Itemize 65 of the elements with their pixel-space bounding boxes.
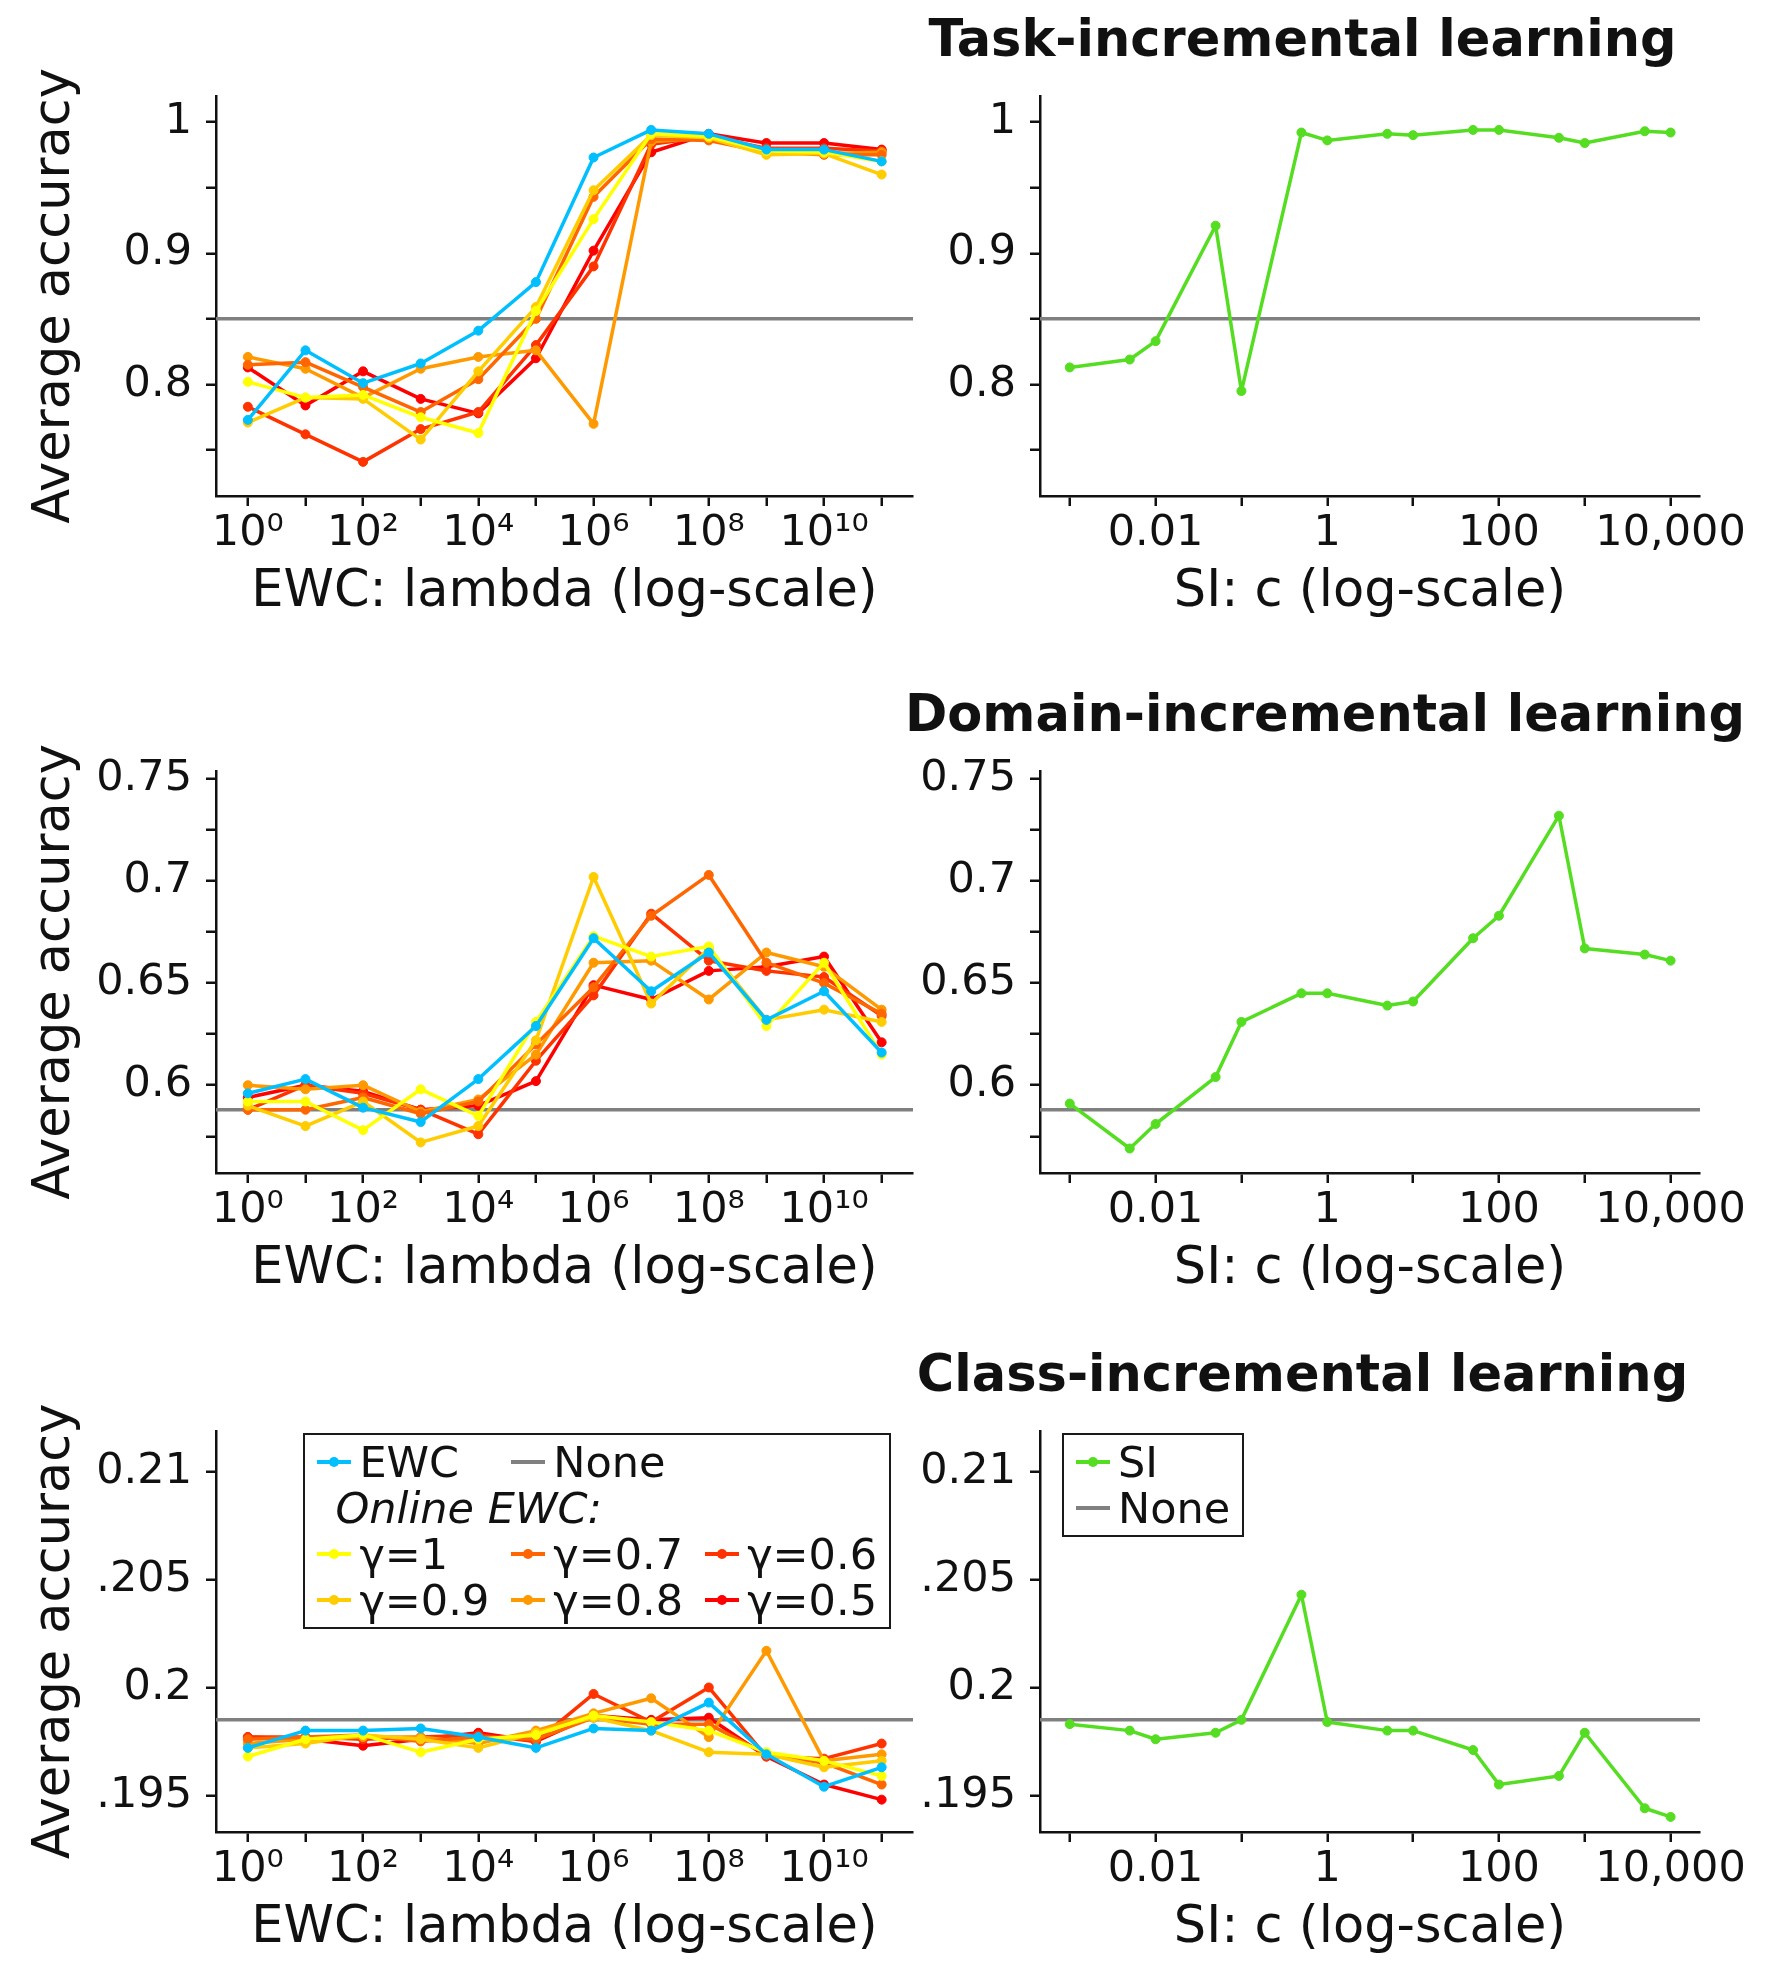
x-tick-label: 0.01 xyxy=(1107,504,1204,555)
chart-title: Task-incremental learning xyxy=(927,8,1678,69)
chart-title: Domain-incremental learning xyxy=(905,683,1745,744)
x-tick-label: 10⁶ xyxy=(557,1181,630,1232)
x-tick-label: 0.01 xyxy=(1107,1840,1204,1891)
y-tick-label: 0.9 xyxy=(947,224,1016,275)
x-tick-label: 10⁶ xyxy=(557,504,630,555)
x-tick-label: 10⁴ xyxy=(442,1181,515,1232)
y-tick-label: 0.6 xyxy=(123,1056,192,1107)
y-tick-label: 0.65 xyxy=(96,954,192,1005)
y-axis-title: Average accuracy xyxy=(21,744,81,1200)
y-tick-label: 0.65 xyxy=(920,954,1016,1005)
x-axis-title: EWC: lambda (log-scale) xyxy=(251,1894,878,1954)
x-tick-label: 1 xyxy=(1313,504,1341,555)
y-axis-title: Average accuracy xyxy=(21,68,81,524)
y-tick-label: 1 xyxy=(164,93,192,144)
x-tick-label: 100 xyxy=(1457,1181,1540,1232)
x-tick-label: 10,000 xyxy=(1595,1840,1746,1891)
x-tick-label: 10² xyxy=(327,504,400,555)
y-tick-label: 0.75 xyxy=(920,750,1016,801)
x-tick-label: 1 xyxy=(1313,1840,1341,1891)
legend-label: γ=0.6 xyxy=(747,1529,877,1579)
x-axis-title: EWC: lambda (log-scale) xyxy=(251,558,878,618)
y-tick-label: 0.2 xyxy=(947,1658,1016,1709)
x-tick-label: 10¹⁰ xyxy=(779,1840,869,1891)
x-tick-label: 10⁰ xyxy=(211,1840,284,1891)
y-tick-label: 0.7 xyxy=(123,852,192,903)
y-tick-label: .205 xyxy=(96,1550,192,1601)
y-tick-label: .195 xyxy=(96,1766,192,1817)
x-tick-label: 10⁰ xyxy=(211,504,284,555)
x-axis-title: SI: c (log-scale) xyxy=(1173,1235,1567,1295)
y-tick-label: 0.6 xyxy=(947,1056,1016,1107)
x-tick-label: 10⁴ xyxy=(442,1840,515,1891)
y-tick-label: 0.75 xyxy=(96,750,192,801)
x-axis-title: EWC: lambda (log-scale) xyxy=(251,1235,878,1295)
x-tick-label: 10⁶ xyxy=(557,1840,630,1891)
x-tick-label: 10⁴ xyxy=(442,504,515,555)
x-tick-label: 10⁸ xyxy=(672,504,745,555)
y-tick-label: 0.2 xyxy=(123,1658,192,1709)
y-tick-label: 1 xyxy=(988,93,1016,144)
x-tick-label: 1 xyxy=(1313,1181,1341,1232)
y-tick-label: 0.8 xyxy=(947,355,1016,406)
x-axis-title: SI: c (log-scale) xyxy=(1173,558,1567,618)
x-tick-label: 100 xyxy=(1457,1840,1540,1891)
y-tick-label: 0.21 xyxy=(920,1442,1016,1493)
x-axis-title: SI: c (log-scale) xyxy=(1173,1894,1567,1954)
x-tick-label: 10⁰ xyxy=(211,1181,284,1232)
y-tick-label: 0.21 xyxy=(96,1442,192,1493)
x-tick-label: 10,000 xyxy=(1595,504,1746,555)
y-tick-label: 0.8 xyxy=(123,355,192,406)
x-tick-label: 10² xyxy=(327,1840,400,1891)
x-tick-label: 10⁸ xyxy=(672,1840,745,1891)
x-tick-label: 10² xyxy=(327,1181,400,1232)
chart-title: Class-incremental learning xyxy=(915,1343,1690,1404)
x-tick-label: 10¹⁰ xyxy=(779,1181,869,1232)
x-tick-label: 10¹⁰ xyxy=(779,504,869,555)
y-tick-label: 0.9 xyxy=(123,224,192,275)
y-tick-label: .195 xyxy=(920,1766,1016,1817)
x-tick-label: 10⁸ xyxy=(672,1181,745,1232)
y-tick-label: .205 xyxy=(920,1550,1016,1601)
y-tick-label: 0.7 xyxy=(947,852,1016,903)
y-axis-title: Average accuracy xyxy=(21,1403,81,1860)
x-tick-label: 100 xyxy=(1457,504,1540,555)
x-tick-label: 0.01 xyxy=(1107,1181,1204,1232)
x-tick-label: 10,000 xyxy=(1595,1181,1746,1232)
